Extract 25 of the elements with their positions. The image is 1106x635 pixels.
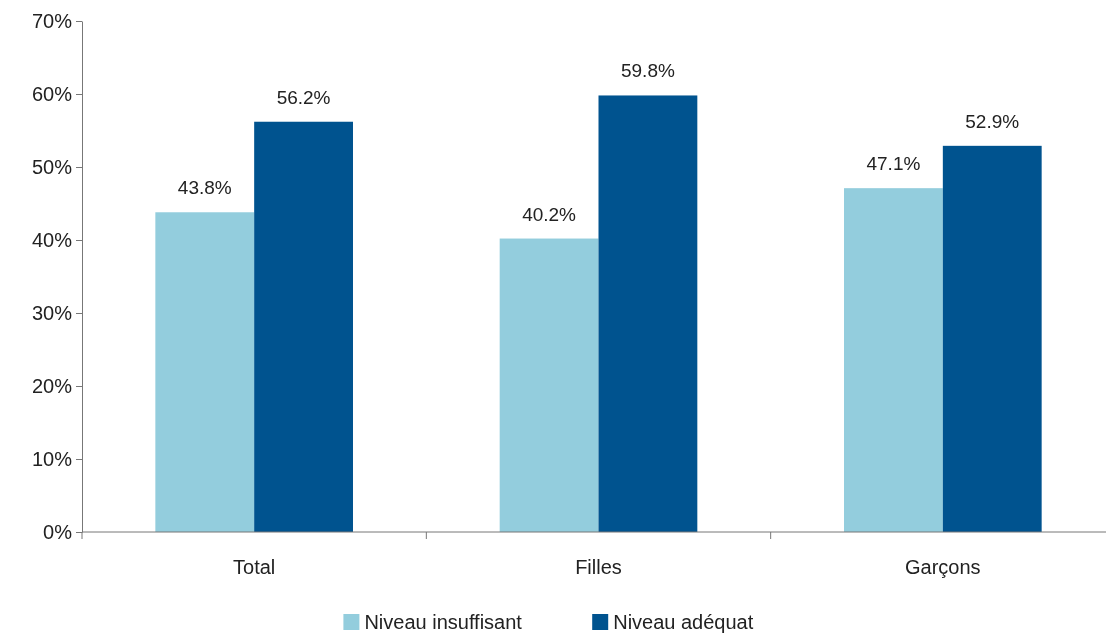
y-tick-label: 30% <box>31 301 73 324</box>
y-tick-label: 0% <box>43 520 73 543</box>
bar <box>254 121 353 532</box>
bar <box>942 145 1042 532</box>
legend-label: Niveau adéquat <box>613 611 754 633</box>
x-tick-label: Filles <box>575 556 622 578</box>
legend-label: Niveau insuffisant <box>364 611 523 633</box>
bar <box>844 188 943 532</box>
y-tick-label: 20% <box>31 374 73 397</box>
y-tick-label: 40% <box>31 228 73 251</box>
bar <box>499 238 599 532</box>
y-tick-label: 60% <box>31 82 73 105</box>
data-label: 40.2% <box>522 203 577 225</box>
y-tick-label: 10% <box>31 447 73 470</box>
x-tick-label: Garçons <box>905 556 981 578</box>
data-label: 43.8% <box>177 177 232 199</box>
data-label: 59.8% <box>620 60 675 82</box>
x-tick-label: Total <box>233 556 276 578</box>
y-tick-label: 70% <box>31 9 73 32</box>
bar <box>598 95 698 532</box>
y-tick-label: 50% <box>31 155 73 178</box>
bar <box>155 212 255 532</box>
data-label: 47.1% <box>866 153 921 175</box>
data-label: 52.9% <box>965 110 1020 132</box>
data-label: 56.2% <box>276 86 331 108</box>
